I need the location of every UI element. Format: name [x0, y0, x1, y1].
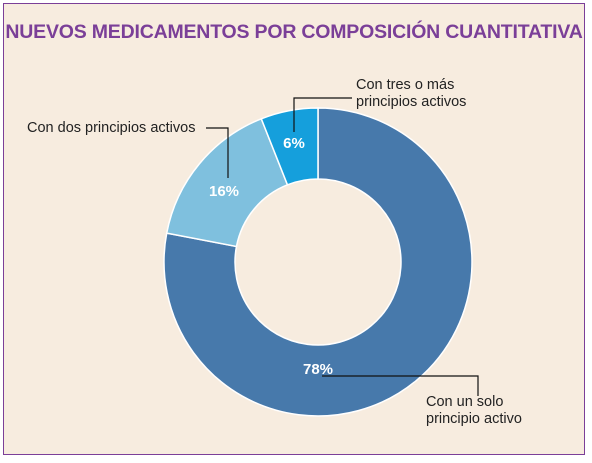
- leader-line-three-ingredients: [293, 97, 352, 132]
- value-label-three-ingredients: 6%: [283, 135, 305, 152]
- value-label-two-ingredients: 16%: [209, 183, 239, 200]
- category-label-one-ingredient: Con un solo principio activo: [426, 394, 522, 427]
- leader-line-two-ingredients: [206, 127, 229, 178]
- slice-three-ingredients: [260, 107, 319, 186]
- category-label-three-ingredients: Con tres o más principios activos: [356, 77, 466, 110]
- slice-one-ingredient: [163, 107, 473, 417]
- value-label-one-ingredient: 78%: [303, 361, 333, 378]
- chart-title: NUEVOS MEDICAMENTOS POR COMPOSICIÓN CUAN…: [5, 21, 583, 43]
- category-label-two-ingredients: Con dos principios activos: [27, 120, 195, 136]
- leader-line-one-ingredient: [322, 375, 479, 396]
